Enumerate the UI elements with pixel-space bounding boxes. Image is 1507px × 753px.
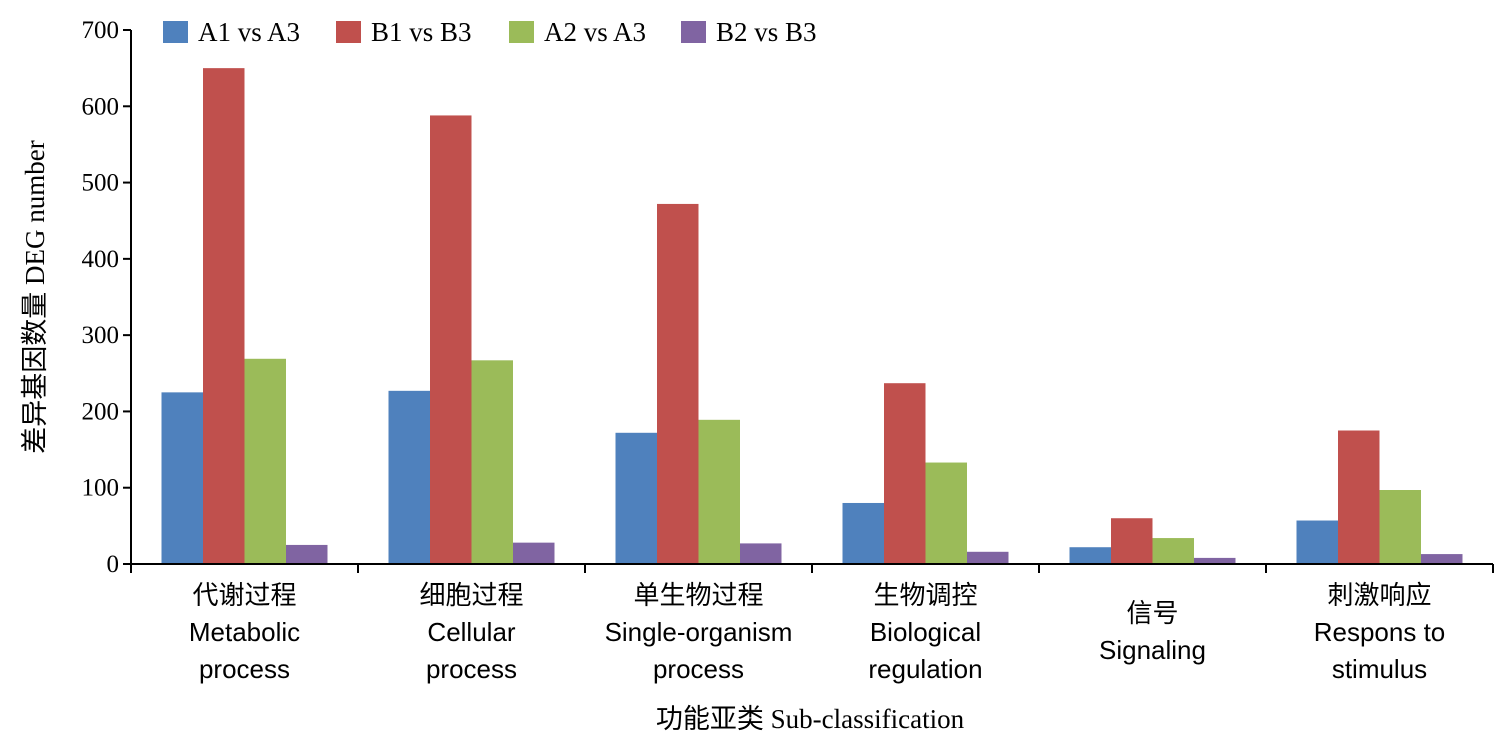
x-tick-label: Biological xyxy=(870,617,981,647)
y-tick-label: 400 xyxy=(82,246,120,273)
bar xyxy=(698,419,740,564)
x-tick-label: 代谢过程 xyxy=(192,581,296,610)
y-tick-label: 300 xyxy=(82,322,120,349)
bar xyxy=(1421,554,1463,564)
bar xyxy=(286,544,328,564)
bar xyxy=(967,551,1009,564)
bar xyxy=(161,392,203,564)
bar xyxy=(1152,538,1194,564)
bar xyxy=(203,68,245,565)
x-tick-label: process xyxy=(426,654,517,684)
y-axis: 0 100 200 300 400 500 600 700 xyxy=(82,17,132,578)
bar xyxy=(513,542,555,564)
bar xyxy=(1069,547,1111,564)
bar xyxy=(657,203,699,564)
y-tick-label: 600 xyxy=(82,93,120,120)
x-tick-label: stimulus xyxy=(1332,654,1427,684)
legend-swatch xyxy=(681,21,706,43)
bar xyxy=(1338,430,1380,564)
legend-swatch xyxy=(509,21,534,43)
legend-swatch xyxy=(163,21,188,43)
bar xyxy=(925,462,967,564)
x-tick-label: Respons to xyxy=(1314,617,1446,647)
legend-label: B1 vs B3 xyxy=(371,17,472,47)
bar xyxy=(388,390,430,564)
bar xyxy=(740,543,782,564)
x-tick-label: process xyxy=(653,654,744,684)
y-tick-label: 100 xyxy=(82,475,120,502)
x-tick-label: Signaling xyxy=(1099,635,1206,665)
bar xyxy=(1111,518,1153,564)
x-axis-title: 功能亚类 Sub-classification xyxy=(656,704,965,734)
x-tick-label: 单生物过程 xyxy=(633,581,763,610)
legend-label: A1 vs A3 xyxy=(198,17,300,47)
legend-swatch xyxy=(336,21,361,43)
bar xyxy=(471,360,513,564)
bar xyxy=(842,502,884,564)
bars xyxy=(161,68,1463,565)
x-tick-label: 信号 xyxy=(1126,599,1178,628)
bar xyxy=(1379,490,1421,564)
y-tick-label: 200 xyxy=(82,398,120,425)
y-tick-label: 500 xyxy=(82,170,120,197)
x-tick-label: Single-organism xyxy=(605,617,793,647)
y-tick-label: 0 xyxy=(107,551,120,578)
y-axis-title: 差异基因数量 DEG number xyxy=(20,140,50,453)
x-tick-label: 刺激响应 xyxy=(1327,581,1431,610)
bar xyxy=(1296,520,1338,564)
x-tick-label: 生物调控 xyxy=(873,581,977,610)
x-tick-label: Cellular xyxy=(427,617,515,647)
x-tick-label: regulation xyxy=(868,654,982,684)
bar xyxy=(884,383,926,564)
y-tick-label: 700 xyxy=(82,17,120,44)
legend: A1 vs A3 B1 vs B3 A2 vs A3 B2 vs B3 xyxy=(163,17,817,47)
x-tick-label: Metabolic xyxy=(189,617,300,647)
legend-label: B2 vs B3 xyxy=(716,17,817,47)
bar xyxy=(244,358,286,564)
x-axis: 代谢过程 Metabolic process 细胞过程 Cellular process 单… xyxy=(130,563,1494,684)
x-tick-label: 细胞过程 xyxy=(419,581,523,610)
bar xyxy=(615,432,657,564)
bar xyxy=(1194,557,1236,564)
x-tick-label: process xyxy=(199,654,290,684)
bar xyxy=(430,115,472,564)
legend-label: A2 vs A3 xyxy=(544,17,646,47)
